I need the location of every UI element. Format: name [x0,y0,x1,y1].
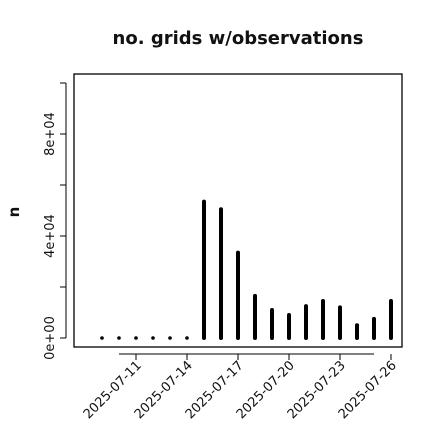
bar-zero-point [117,336,121,340]
y-tick-label: 8e+04 [43,112,58,156]
y-axis: 0e+00 4e+04 8e+04 [43,82,67,360]
chart-title: no. grids w/observations [113,28,364,49]
bar-zero-point [168,336,172,340]
x-axis: 2025-07-112025-07-142025-07-172025-07-20… [81,353,400,422]
bar-zero-point [100,336,104,340]
y-tick-label: 4e+04 [43,214,58,258]
bar-zero-point [185,336,189,340]
bar-zero-point [151,336,155,340]
y-axis-label: n [5,207,23,218]
bar-zero-point [134,336,138,340]
bars [100,199,393,340]
y-tick-label: 0e+00 [43,316,58,360]
plot-frame [73,73,403,348]
